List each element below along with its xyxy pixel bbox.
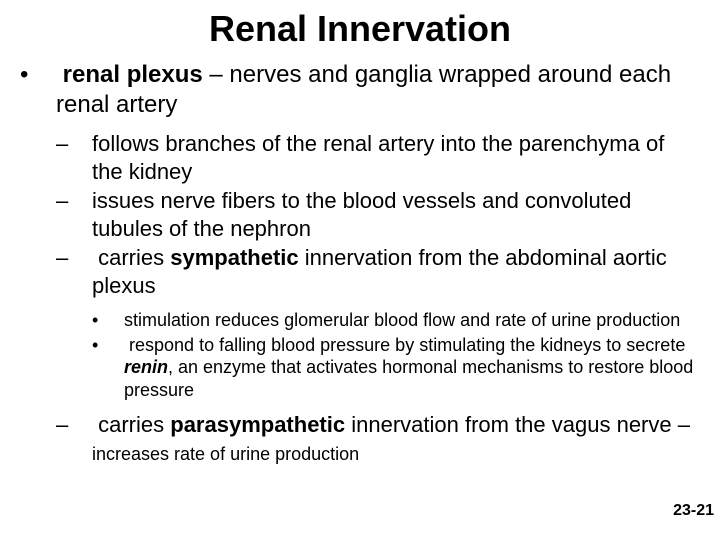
bullet-level2-b: issues nerve fibers to the blood vessels… xyxy=(92,187,700,242)
l3b-post: , an enzyme that activates hormonal mech… xyxy=(124,357,693,400)
slide: Renal Innervation renal plexus – nerves … xyxy=(0,0,720,540)
bullet-level3-b: respond to falling blood pressure by sti… xyxy=(124,334,700,402)
bullet-level3-a: stimulation reduces glomerular blood flo… xyxy=(124,309,700,332)
l2c-bold: sympathetic xyxy=(170,245,298,270)
l2d-post: innervation from the vagus nerve – xyxy=(345,412,690,437)
bullet-level1: renal plexus – nerves and ganglia wrappe… xyxy=(56,60,700,120)
l2d-bold: parasympathetic xyxy=(170,412,345,437)
slide-title: Renal Innervation xyxy=(20,8,700,50)
level2-group-1: follows branches of the renal artery int… xyxy=(20,130,700,299)
l2d-pre: carries xyxy=(98,412,170,437)
level3-group: stimulation reduces glomerular blood flo… xyxy=(20,309,700,401)
l3b-pre: respond to falling blood pressure by sti… xyxy=(129,335,685,355)
bullet-level2-c: carries sympathetic innervation from the… xyxy=(92,244,700,299)
term-renal-plexus: renal plexus xyxy=(63,61,203,88)
l3b-bold: renin xyxy=(124,357,168,377)
bullet-level2-a: follows branches of the renal artery int… xyxy=(92,130,700,185)
page-number: 23-21 xyxy=(673,502,714,520)
l2d-sub: increases rate of urine production xyxy=(92,444,359,464)
l2c-pre: carries xyxy=(98,245,170,270)
bullet-level2-d: carries parasympathetic innervation from… xyxy=(92,411,700,466)
